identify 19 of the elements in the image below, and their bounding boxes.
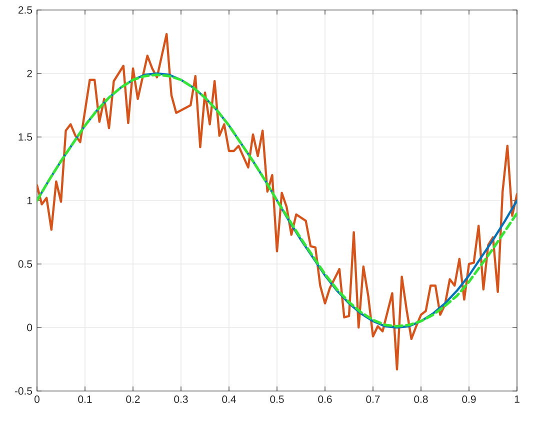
x-tick-label: 0 (34, 396, 40, 403)
x-tick-label: 0.1 (78, 396, 92, 403)
x-tick-label: 0.5 (270, 396, 284, 403)
y-tick-label: 2 (27, 70, 32, 78)
y-tick-label: 1.5 (18, 133, 32, 141)
x-tick-label: 0.9 (462, 396, 476, 403)
line-series (37, 33, 518, 371)
y-tick-label: 1 (27, 196, 32, 204)
y-tick-label: 0.5 (18, 260, 32, 268)
x-tick-label: 1 (514, 396, 520, 403)
y-tick-label: 0 (27, 324, 32, 332)
x-tick-label: 0.7 (366, 396, 380, 403)
y-tick-label: 2.5 (18, 6, 32, 14)
x-tick-label: 0.4 (222, 396, 236, 403)
x-tick-label: 0.8 (414, 396, 428, 403)
x-tick-label: 0.6 (318, 396, 332, 403)
x-tick-label: 0.3 (174, 396, 188, 403)
y-tick-label: -0.5 (14, 387, 32, 395)
x-tick-label: 0.2 (126, 396, 140, 403)
